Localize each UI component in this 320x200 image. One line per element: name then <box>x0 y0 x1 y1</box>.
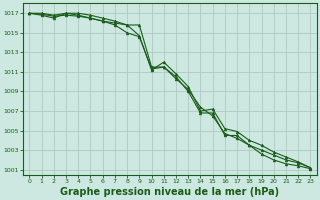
X-axis label: Graphe pression niveau de la mer (hPa): Graphe pression niveau de la mer (hPa) <box>60 187 279 197</box>
